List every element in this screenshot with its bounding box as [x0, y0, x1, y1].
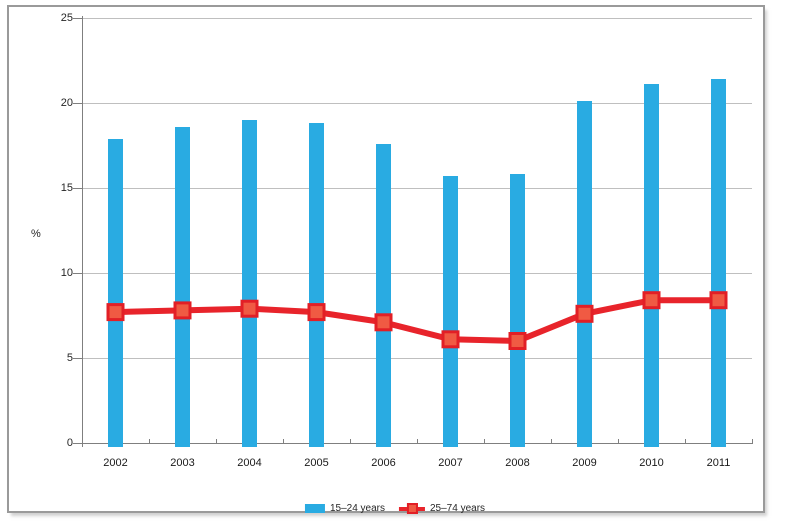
x-axis-tick: [350, 439, 351, 444]
bar-series-swatch-icon: [304, 504, 325, 513]
line-series-marker: [106, 303, 125, 322]
x-tick-label: 2002: [103, 457, 128, 469]
x-tick-label: 2004: [237, 457, 262, 469]
line-series-swatch-icon: [399, 502, 425, 515]
bar: [108, 138, 123, 447]
bar: [309, 123, 324, 447]
x-axis-tick: [283, 439, 284, 444]
legend: 15–24 years 25–74 years: [304, 502, 485, 515]
bar: [242, 120, 257, 447]
y-axis-tick: [73, 358, 82, 359]
y-tick-label: 15: [60, 182, 73, 194]
y-tick-label: 10: [60, 267, 73, 279]
bar: [376, 143, 391, 447]
y-axis-tick: [73, 18, 82, 19]
line-series-layer: [106, 291, 728, 350]
gridline: [82, 18, 752, 19]
x-tick-label: 2007: [438, 457, 463, 469]
line-series-marker: [508, 332, 527, 350]
line-series-marker: [240, 299, 259, 318]
x-tick-label: 2003: [170, 457, 195, 469]
y-axis-title: %: [31, 228, 41, 240]
x-axis-tick: [216, 439, 217, 444]
bar: [577, 101, 592, 447]
y-tick-label: 20: [60, 97, 73, 109]
line-series-marker: [374, 313, 393, 332]
legend-label-bar-series: 15–24 years: [329, 503, 385, 514]
x-axis-tick: [685, 439, 686, 444]
bar: [443, 176, 458, 447]
x-tick-label: 2009: [572, 457, 597, 469]
line-series-marker: [441, 330, 460, 349]
x-axis-tick: [82, 439, 83, 444]
x-tick-label: 2005: [304, 457, 329, 469]
legend-item-line-series: 25–74 years: [399, 502, 485, 515]
legend-label-line-series: 25–74 years: [430, 503, 486, 514]
x-tick-label: 2010: [639, 457, 664, 469]
x-axis-tick: [417, 439, 418, 444]
x-tick-label: 2006: [371, 457, 396, 469]
y-axis-tick: [73, 443, 82, 444]
bar: [510, 174, 525, 447]
line-swatch-marker: [407, 503, 418, 514]
x-tick-label: 2011: [706, 457, 731, 469]
y-axis-tick: [73, 103, 82, 104]
bar: [175, 126, 190, 447]
gridline: [82, 358, 752, 359]
x-axis-tick: [618, 439, 619, 444]
x-axis-tick: [752, 439, 753, 444]
x-tick-label: 2008: [505, 457, 530, 469]
y-axis-tick: [73, 188, 82, 189]
chart-frame: 0 5 10 15 20 25 2002 2003 2004 2005 2006 2007 2008 20…: [7, 5, 765, 515]
y-axis-tick: [73, 273, 82, 274]
x-axis-tick: [484, 439, 485, 444]
line-series-path: [115, 297, 719, 345]
line-series-marker: [575, 304, 594, 323]
line-series-marker: [173, 301, 192, 320]
x-axis-tick: [551, 439, 552, 444]
y-tick-label: 25: [60, 12, 73, 24]
gridline: [82, 273, 752, 274]
bar: [644, 84, 659, 447]
y-tick-label: 5: [66, 352, 73, 364]
y-axis-line: [82, 16, 83, 447]
line-series-marker: [307, 303, 326, 322]
gridline: [82, 103, 752, 104]
line-series-marker: [642, 291, 661, 310]
bar: [711, 79, 726, 447]
legend-item-bar-series: 15–24 years: [304, 503, 385, 514]
x-axis-tick: [149, 439, 150, 444]
gridline: [82, 188, 752, 189]
y-tick-label: 0: [66, 437, 73, 449]
line-series-marker: [709, 291, 728, 310]
